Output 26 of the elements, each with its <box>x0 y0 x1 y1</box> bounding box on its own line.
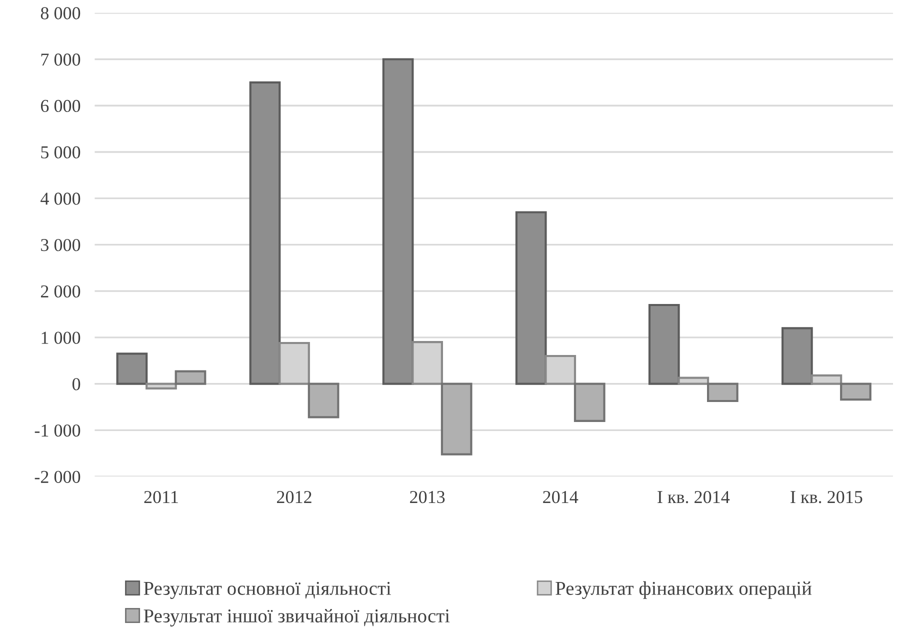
bar <box>308 382 340 418</box>
bar <box>574 382 606 422</box>
bar <box>840 382 872 401</box>
y-tick-label: -1 000 <box>34 424 80 437</box>
x-tick-label: I кв. 2014 <box>658 490 730 504</box>
y-tick-label: 1 000 <box>42 332 80 344</box>
bar <box>707 382 738 402</box>
y-tick-label: 8 000 <box>40 7 80 20</box>
legend-label: Результат основної діяльності <box>144 582 391 599</box>
y-tick-label: -2 000 <box>34 470 80 483</box>
y-tick-label: 6 000 <box>40 100 80 112</box>
x-tick-label: 2014 <box>543 490 578 504</box>
legend-label: Результат іншої звичайної діяльності <box>144 608 450 626</box>
x-tick-label: 2012 <box>277 490 312 504</box>
y-tick-label: 7 000 <box>41 54 80 66</box>
x-tick-label: 2011 <box>144 490 178 504</box>
x-tick-label: 2013 <box>410 490 445 504</box>
y-tick-label: 0 <box>72 378 80 390</box>
y-tick-label: 4 000 <box>40 192 80 205</box>
x-tick-label: I кв. 2015 <box>790 490 862 504</box>
y-tick-label: 2 000 <box>40 285 80 298</box>
y-tick-label: 5 000 <box>41 146 80 158</box>
y-tick-label: 3 000 <box>41 238 80 252</box>
legend-label: Результат фінансових операцій <box>556 581 812 599</box>
bar <box>440 382 472 456</box>
bar <box>174 370 206 385</box>
